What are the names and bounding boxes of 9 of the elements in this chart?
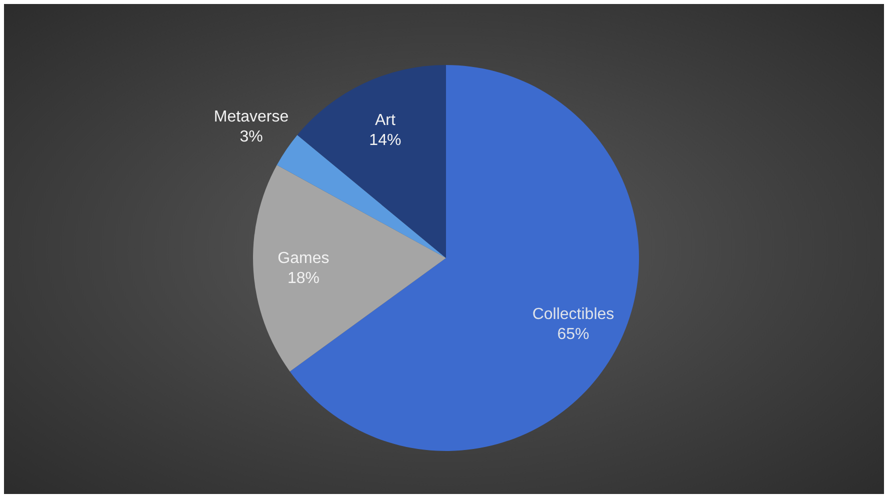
data-label: 14% bbox=[369, 132, 402, 149]
slice-label: Collectibles bbox=[532, 306, 614, 323]
data-label: 3% bbox=[240, 128, 263, 146]
slice-label: Art bbox=[374, 112, 396, 129]
slice-label: Games bbox=[278, 250, 330, 267]
data-label: 18% bbox=[287, 270, 320, 287]
data-label: 65% bbox=[557, 326, 590, 343]
pie-slice bbox=[253, 165, 446, 372]
slice-label: Metaverse bbox=[214, 108, 289, 126]
